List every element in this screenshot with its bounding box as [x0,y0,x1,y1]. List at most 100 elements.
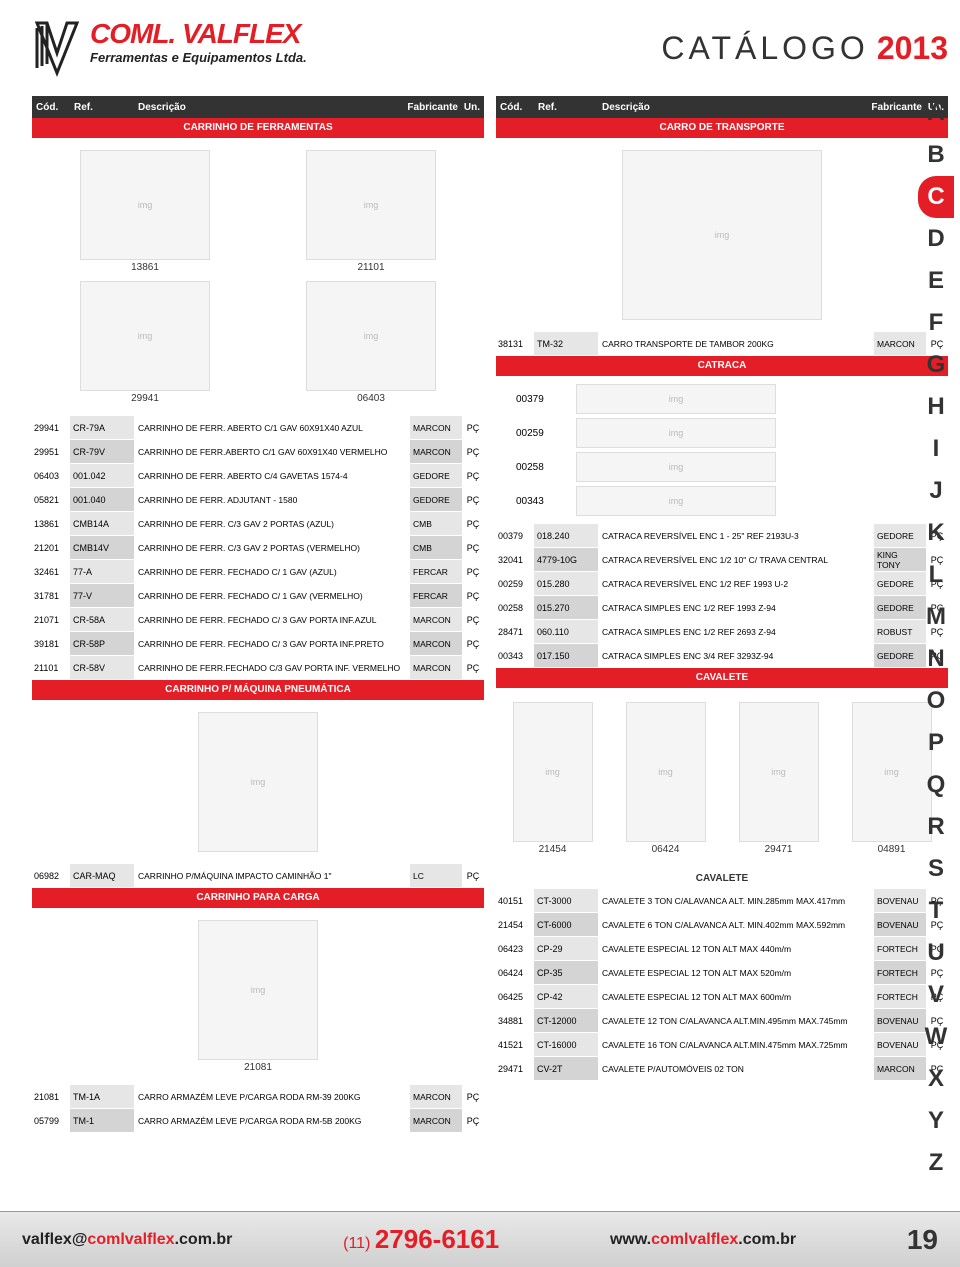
table-row: 00259015.280CATRACA REVERSÍVEL ENC 1/2 R… [496,572,948,596]
cell-cod: 00343 [496,651,534,661]
image-caption: 21101 [357,262,384,273]
table-row: 320414779-10GCATRACA REVERSÍVEL ENC 1/2 … [496,548,948,572]
image-caption: 00343 [516,496,566,507]
alpha-letter[interactable]: W [918,1016,954,1058]
cell-desc: CARRINHO DE FERR. ABERTO C/1 GAV 60X91X4… [134,423,410,433]
th-fab: Fabricante [406,102,458,113]
cell-un: PÇ [462,447,484,457]
th-desc: Descrição [138,102,406,113]
th-ref: Ref. [538,102,602,113]
cell-cod: 21071 [32,615,70,625]
alpha-letter[interactable]: H [918,386,954,428]
alpha-letter[interactable]: J [918,470,954,512]
table-row: 29471CV-2TCAVALETE P/AUTOMÓVEIS 02 TONMA… [496,1057,948,1081]
alpha-letter[interactable]: Y [918,1100,954,1142]
cell-desc: CARRO TRANSPORTE DE TAMBOR 200KG [598,339,874,349]
cell-fab: MARCON [410,656,462,679]
cell-ref: 4779-10G [534,548,598,571]
cell-ref: CMB14A [70,512,134,535]
cell-ref: TM-1 [70,1109,134,1132]
alpha-letter[interactable]: B [918,134,954,176]
th-cod: Cód. [36,102,74,113]
alpha-letter[interactable]: R [918,806,954,848]
alpha-letter[interactable]: P [918,722,954,764]
catalog-year: 2013 [877,30,948,67]
product-image: 00259 img [516,418,928,448]
image-caption: 06403 [357,393,385,404]
alpha-letter[interactable]: N [918,638,954,680]
cell-desc: CAVALETE 12 TON C/ALAVANCA ALT.MIN.495mm… [598,1016,874,1026]
cell-fab: MARCON [410,440,462,463]
cell-un: PÇ [462,871,484,881]
alpha-letter[interactable]: F [918,302,954,344]
alpha-letter[interactable]: K [918,512,954,554]
alpha-letter[interactable]: G [918,344,954,386]
cell-desc: CARRINHO DE FERR. ABERTO C/4 GAVETAS 157… [134,471,410,481]
page-number: 19 [907,1224,938,1256]
image-caption: 29471 [765,844,793,855]
cell-cod: 06403 [32,471,70,481]
cell-cod: 32461 [32,567,70,577]
cell-desc: CARRINHO DE FERR. C/3 GAV 2 PORTAS (AZUL… [134,519,410,529]
cell-cod: 41521 [496,1040,534,1050]
image-placeholder: img [576,452,776,482]
image-caption: 29941 [131,393,159,404]
cell-un: PÇ [462,519,484,529]
alpha-letter[interactable]: I [918,428,954,470]
table-row: 29941CR-79ACARRINHO DE FERR. ABERTO C/1 … [32,416,484,440]
cell-un: PÇ [462,495,484,505]
alpha-letter[interactable]: Q [918,764,954,806]
cell-fab: MARCON [410,416,462,439]
cell-cod: 21454 [496,920,534,930]
cell-fab: GEDORE [410,464,462,487]
alpha-letter[interactable]: Z [918,1142,954,1184]
product-image: 00379img [516,384,928,414]
alpha-letter[interactable]: A [918,92,954,134]
cell-un: PÇ [462,1116,484,1126]
cell-un: PÇ [462,663,484,673]
image-grid: img [32,700,484,864]
cell-ref: CT-16000 [534,1033,598,1056]
alpha-letter[interactable]: E [918,260,954,302]
table-row: 00343017.150CATRACA SIMPLES ENC 3/4 REF … [496,644,948,668]
product-image: img [32,712,484,852]
cell-cod: 00258 [496,603,534,613]
th-un: Un. [458,102,480,113]
alpha-letter[interactable]: S [918,848,954,890]
image-placeholder: img [576,418,776,448]
product-image: 00258img [516,452,928,482]
alpha-letter[interactable]: L [918,554,954,596]
section-title: CARRINHO PARA CARGA [32,888,484,908]
cell-cod: 29951 [32,447,70,457]
logo-mark-icon [32,18,82,78]
cell-ref: CT-12000 [534,1009,598,1032]
header: COML. VALFLEX Ferramentas e Equipamentos… [32,8,948,88]
image-grid: img21081 [32,908,484,1085]
image-caption: 06424 [652,844,680,855]
table-row: 21081TM-1ACARRO ARMAZÉM LEVE P/CARGA ROD… [32,1085,484,1109]
cell-fab: LC [410,864,462,887]
alpha-letter[interactable]: D [918,218,954,260]
alpha-letter[interactable]: U [918,932,954,974]
image-caption: 21454 [539,844,567,855]
cell-un: PÇ [462,1092,484,1102]
table-row: 13861CMB14ACARRINHO DE FERR. C/3 GAV 2 P… [32,512,484,536]
product-image: img29941 [37,281,254,404]
cell-ref: CR-79V [70,440,134,463]
cell-cod: 06424 [496,968,534,978]
alpha-letter[interactable]: X [918,1058,954,1100]
cell-cod: 39181 [32,639,70,649]
cell-desc: CARRINHO DE FERR. ADJUTANT - 1580 [134,495,410,505]
cell-ref: CT-3000 [534,889,598,912]
image-grid: img13861img21101img29941img06403 [32,138,484,416]
footer-phone: (11) 2796-6161 [343,1224,499,1255]
logo-title: COML. VALFLEX [90,18,307,50]
alpha-letter[interactable]: T [918,890,954,932]
alpha-letter[interactable]: C [918,176,954,218]
table-row: 00258015.270CATRACA SIMPLES ENC 1/2 REF … [496,596,948,620]
image-caption: 00259 [516,428,566,439]
alpha-letter[interactable]: V [918,974,954,1016]
alpha-letter[interactable]: O [918,680,954,722]
cell-ref: CR-58V [70,656,134,679]
alpha-letter[interactable]: M [918,596,954,638]
